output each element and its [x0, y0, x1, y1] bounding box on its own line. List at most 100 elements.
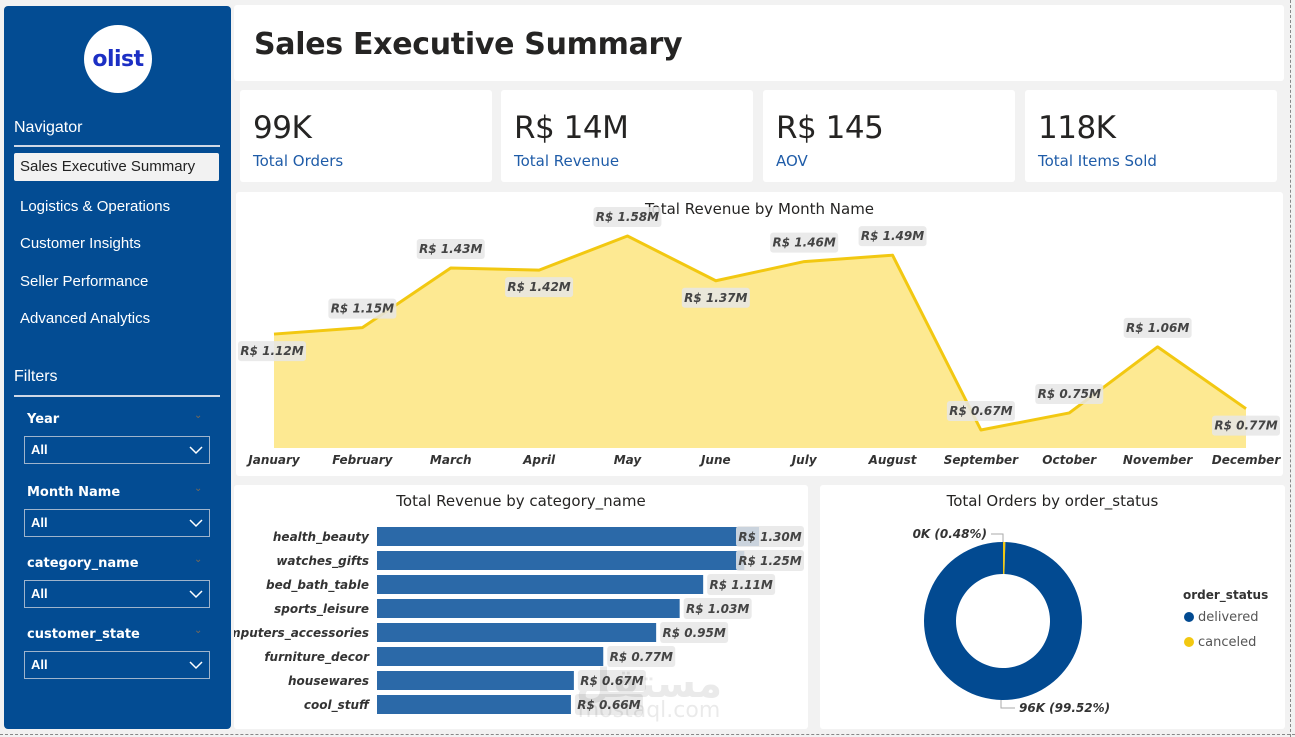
- filter-category-value: All: [31, 586, 48, 601]
- data-label: R$ 0.75M: [1038, 387, 1101, 401]
- nav-item-seller-performance[interactable]: Seller Performance: [20, 273, 149, 290]
- data-label-bg: [1212, 415, 1280, 436]
- leader-line: [991, 533, 1004, 542]
- data-label-bg: [946, 401, 1015, 421]
- orders-by-status-chart[interactable]: Total Orders by order_status 0K (0.48%) 9…: [820, 485, 1285, 729]
- data-label: R$ 0.67M: [580, 674, 643, 688]
- filter-state-value: All: [31, 657, 48, 672]
- data-label-bg: [593, 207, 662, 227]
- data-label: R$ 1.12M: [240, 344, 303, 358]
- x-tick-label: August: [868, 453, 918, 467]
- filter-month-label: Month Name: [27, 485, 121, 500]
- data-label: R$ 0.95M: [662, 626, 725, 640]
- filters-divider: [14, 395, 220, 397]
- x-tick-label: September: [944, 453, 1019, 467]
- kpi-value: 118K: [1038, 110, 1116, 146]
- revenue-by-month-chart[interactable]: Total Revenue by Month Name R$ 1.12M Janu…: [236, 192, 1283, 476]
- filter-state-label: customer_state: [27, 627, 140, 642]
- legend-marker-delivered: [1184, 612, 1194, 622]
- bar: [377, 575, 704, 594]
- data-label: R$ 1.15M: [331, 302, 394, 316]
- data-label: R$ 1.30M: [738, 530, 801, 544]
- sidebar: olist Navigator Sales Executive Summary …: [4, 6, 231, 729]
- data-label: R$ 1.49M: [861, 229, 924, 243]
- filter-state-dropdown[interactable]: All: [24, 651, 210, 679]
- nav-item-customer-insights[interactable]: Customer Insights: [20, 235, 141, 252]
- filter-month-dropdown[interactable]: All: [24, 509, 210, 537]
- data-label-bg: [238, 341, 306, 362]
- kpi-card-aov: R$ 145 AOV: [763, 90, 1015, 182]
- bar: [377, 551, 745, 570]
- kpi-card-total-items-sold: 118K Total Items Sold: [1025, 90, 1277, 182]
- bar: [377, 671, 574, 690]
- x-tick-label: March: [430, 453, 472, 467]
- x-tick-label: May: [614, 453, 643, 467]
- y-tick-label: housewares: [288, 674, 369, 688]
- page-border-right: [1290, 0, 1291, 737]
- x-tick-label: July: [790, 453, 818, 467]
- data-label: R$ 0.67M: [949, 404, 1012, 418]
- data-label-bg: [1123, 317, 1192, 338]
- data-label-bg: [607, 646, 676, 667]
- y-tick-label: furniture_decor: [264, 650, 370, 665]
- bar: [377, 623, 657, 642]
- filter-month-value: All: [31, 515, 48, 530]
- x-tick-label: February: [332, 453, 393, 467]
- nav-item-sales-executive-summary[interactable]: Sales Executive Summary: [14, 153, 219, 181]
- data-label-bg: [416, 238, 485, 259]
- data-label-bg: [736, 526, 804, 547]
- area-chart-svg: R$ 1.12M January R$ 1.15M February R$ 1.43M M…: [238, 207, 1281, 467]
- nav-item-advanced-analytics[interactable]: Advanced Analytics: [20, 310, 151, 327]
- data-label: R$ 1.43M: [419, 242, 482, 256]
- kpi-label: Total Orders: [253, 152, 344, 170]
- donut-slice-canceled: [1003, 542, 1006, 575]
- kpi-label: Total Items Sold: [1038, 152, 1157, 170]
- page-border-bottom: [0, 734, 1295, 735]
- data-label-bg: [770, 232, 839, 253]
- data-label: R$ 1.46M: [773, 236, 836, 250]
- nav-item-logistics-operations[interactable]: Logistics & Operations: [20, 198, 171, 215]
- filter-state-collapse-icon[interactable]: ⌄: [194, 625, 203, 636]
- data-label-bg: [328, 298, 397, 319]
- filter-year-collapse-icon[interactable]: ⌄: [194, 410, 203, 421]
- data-label-bg: [505, 277, 574, 298]
- data-label-bg: [681, 287, 750, 308]
- bar: [377, 527, 759, 546]
- data-label-bg: [858, 226, 927, 247]
- legend-title: order_status: [1183, 588, 1268, 603]
- data-label: R$ 1.25M: [738, 554, 801, 568]
- leader-line: [1000, 700, 1015, 709]
- chevron-down-icon: [189, 661, 203, 670]
- logo-text: olist: [92, 46, 144, 72]
- data-label-bg: [707, 574, 776, 595]
- legend-item-canceled: canceled: [1198, 635, 1256, 650]
- bar: [377, 599, 680, 618]
- chevron-down-icon: [189, 519, 203, 528]
- page-title: Sales Executive Summary: [254, 27, 683, 62]
- olist-logo: olist: [84, 25, 152, 93]
- filters-title: Filters: [14, 368, 58, 385]
- x-tick-label: November: [1123, 453, 1193, 467]
- data-label: R$ 1.03M: [686, 602, 749, 616]
- revenue-by-category-chart[interactable]: Total Revenue by category_name health_be…: [234, 485, 808, 729]
- filter-category-dropdown[interactable]: All: [24, 580, 210, 608]
- filter-category-label: category_name: [27, 556, 139, 571]
- data-label: R$ 1.37M: [684, 291, 747, 305]
- data-label: R$ 0.77M: [610, 650, 673, 664]
- filter-month-collapse-icon[interactable]: ⌄: [194, 483, 203, 494]
- data-label-bg: [574, 694, 643, 715]
- slice-label-canceled: 0K (0.48%): [913, 527, 987, 541]
- kpi-label: Total Revenue: [514, 152, 620, 170]
- x-tick-label: June: [699, 453, 731, 467]
- bar: [377, 695, 571, 714]
- bar: [377, 647, 604, 666]
- kpi-label: AOV: [776, 152, 808, 170]
- kpi-card-total-revenue: R$ 14M Total Revenue: [501, 90, 753, 182]
- chevron-down-icon: [189, 446, 203, 455]
- legend-marker-canceled: [1184, 637, 1194, 647]
- data-label-bg: [577, 670, 646, 691]
- kpi-card-total-orders: 99K Total Orders: [240, 90, 492, 182]
- filter-year-label: Year: [27, 412, 60, 427]
- filter-year-dropdown[interactable]: All: [24, 436, 210, 464]
- filter-category-collapse-icon[interactable]: ⌄: [194, 554, 203, 565]
